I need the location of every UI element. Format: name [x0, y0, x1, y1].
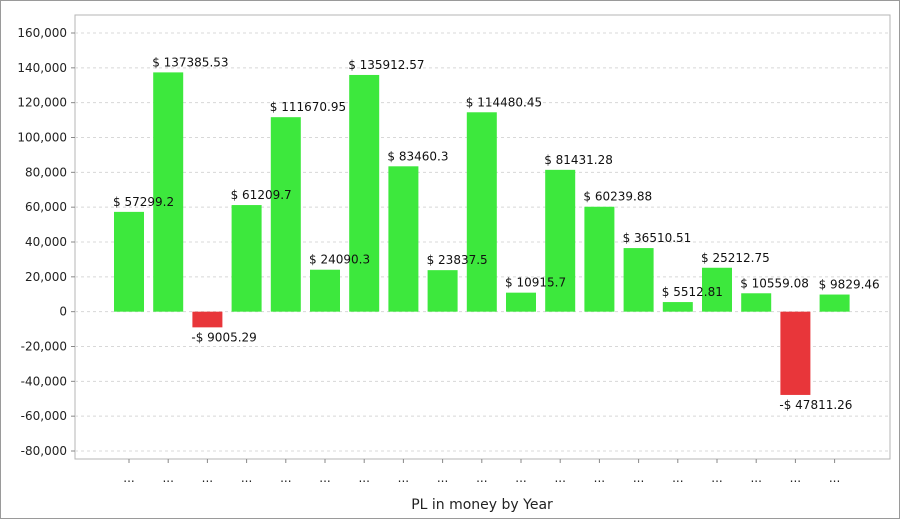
y-tick-label: 100,000	[17, 131, 67, 145]
bar-data-label: $ 10559.08	[740, 276, 809, 290]
bar	[270, 117, 301, 312]
bar	[192, 311, 223, 328]
bar-data-label: $ 114480.45	[466, 95, 542, 109]
y-tick-label: -60,000	[21, 409, 67, 423]
bar-data-label: $ 135912.57	[348, 58, 424, 72]
bar-data-label: $ 36510.51	[623, 231, 692, 245]
x-tick-label: ...	[280, 471, 291, 485]
y-tick-label: -20,000	[21, 340, 67, 354]
x-tick-label: ...	[633, 471, 644, 485]
bar	[623, 248, 654, 312]
x-tick-label: ...	[750, 471, 761, 485]
x-tick-label: ...	[594, 471, 605, 485]
bar	[466, 112, 497, 312]
bar-data-label: $ 83460.3	[387, 149, 448, 163]
x-tick-label: ...	[241, 471, 252, 485]
bar	[780, 311, 811, 395]
bar	[231, 205, 262, 312]
y-tick-label: 60,000	[25, 200, 67, 214]
y-tick-label: -40,000	[21, 374, 67, 388]
x-tick-label: ...	[829, 471, 840, 485]
bar-data-label: $ 60239.88	[583, 190, 652, 204]
x-axis-title: PL in money by Year	[411, 497, 553, 513]
y-tick-label: -80,000	[21, 444, 67, 458]
x-tick-label: ...	[123, 471, 134, 485]
x-tick-label: ...	[162, 471, 173, 485]
x-tick-label: ...	[437, 471, 448, 485]
bar-data-label: $ 57299.2	[113, 195, 174, 209]
bar	[702, 267, 732, 312]
bar	[545, 169, 576, 312]
bar	[584, 206, 615, 312]
y-tick-label: 140,000	[17, 61, 67, 75]
bar	[114, 211, 144, 312]
bar-data-label: -$ 47811.26	[779, 398, 852, 412]
bar-data-label: $ 61209.7	[231, 188, 292, 202]
x-tick-label: ...	[398, 471, 409, 485]
bar-data-label: -$ 9005.29	[191, 330, 256, 344]
bar	[427, 270, 458, 312]
x-tick-label: ...	[711, 471, 722, 485]
x-tick-label: ...	[202, 471, 213, 485]
bar-data-label: $ 23837.5	[427, 253, 488, 267]
bar	[662, 302, 693, 312]
bar	[310, 269, 340, 312]
bar-data-label: $ 24090.3	[309, 253, 370, 267]
x-axis-ticks: ........................................…	[123, 459, 840, 485]
bar	[741, 293, 772, 312]
x-tick-label: ...	[672, 471, 683, 485]
x-tick-label: ...	[476, 471, 487, 485]
bar	[388, 166, 419, 312]
x-tick-label: ...	[515, 471, 526, 485]
bar	[819, 294, 850, 312]
bar	[506, 292, 536, 312]
y-tick-label: 40,000	[25, 235, 67, 249]
bar-data-label: $ 9829.46	[819, 278, 880, 292]
x-tick-label: ...	[319, 471, 330, 485]
bar-data-label: $ 111670.95	[270, 100, 346, 114]
bar-data-label: $ 81431.28	[544, 153, 613, 167]
bar	[349, 74, 380, 312]
y-tick-label: 20,000	[25, 270, 67, 284]
bar-data-label: $ 10915.7	[505, 276, 566, 290]
bar-data-label: $ 25212.75	[701, 251, 770, 265]
y-tick-label: 160,000	[17, 26, 67, 40]
data-labels: $ 57299.2 $ 137385.53 -$ 9005.29 $ 61209.7 $…	[113, 55, 880, 412]
y-tick-label: 0	[59, 305, 67, 319]
bar	[153, 72, 184, 312]
x-tick-label: ...	[554, 471, 565, 485]
y-axis-ticks: -80,000 -60,000 -40,000 -20,000 0 20,000 40,00…	[17, 26, 75, 458]
y-tick-label: 80,000	[25, 165, 67, 179]
bar-data-label: $ 5512.81	[662, 285, 723, 299]
x-tick-label: ...	[358, 471, 369, 485]
x-tick-label: ...	[790, 471, 801, 485]
bars	[114, 72, 850, 395]
y-tick-label: 120,000	[17, 96, 67, 110]
bar-data-label: $ 137385.53	[152, 55, 228, 69]
